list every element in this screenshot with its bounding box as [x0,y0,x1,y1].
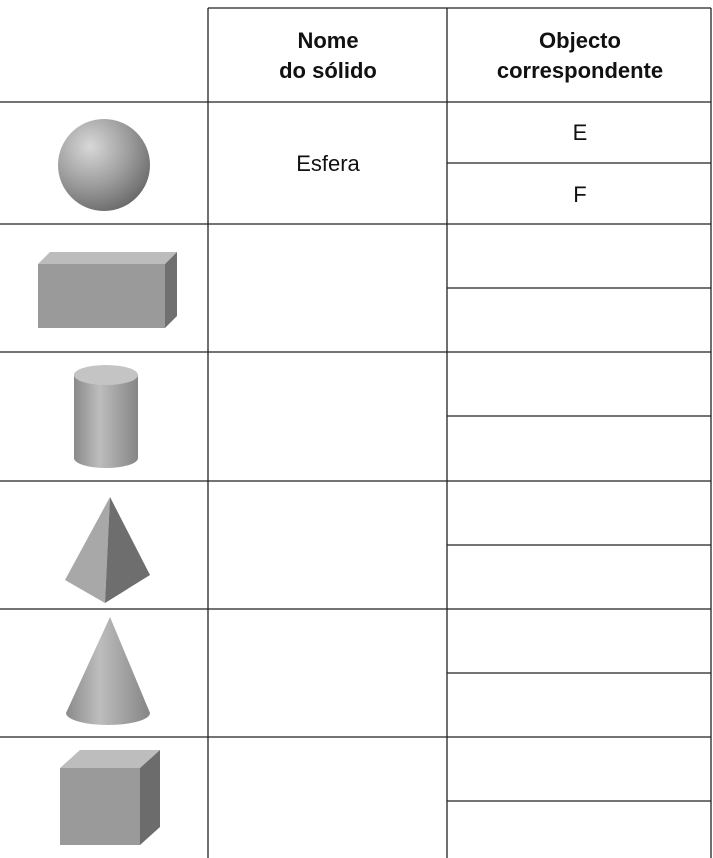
header-text: do sólido [279,58,377,83]
cylinder [74,365,138,468]
cone [66,617,150,725]
cube [60,750,160,845]
header-text: correspondente [497,58,663,83]
rectangular-prism [38,252,177,328]
header-text: Nome [297,28,358,53]
cell-text: Esfera [296,151,360,176]
cell-text: F [573,182,586,207]
sphere [58,119,150,211]
grid-lines [0,7,712,858]
cell-text: E [573,120,588,145]
header-text: Objecto [539,28,621,53]
pyramid [65,497,150,603]
solid-images [38,119,177,845]
